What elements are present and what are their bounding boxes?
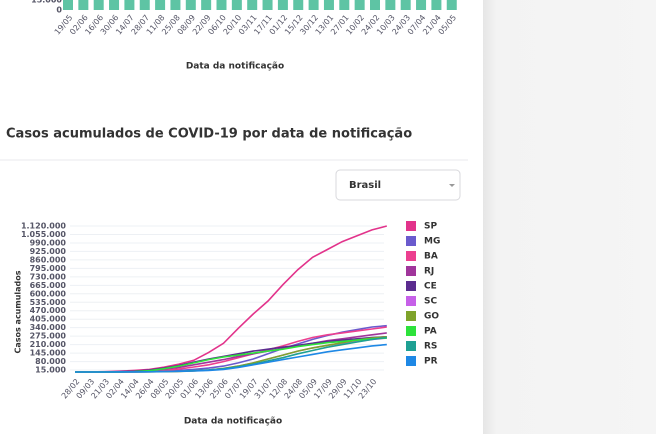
legend-swatch bbox=[406, 236, 416, 246]
y-tick-label: 470.000 bbox=[30, 306, 67, 315]
bar bbox=[201, 0, 212, 10]
bar bbox=[262, 0, 273, 10]
side-panel bbox=[483, 0, 656, 434]
bar bbox=[385, 0, 396, 11]
y-tick-label: 1.055.000 bbox=[21, 230, 66, 239]
bar bbox=[185, 0, 196, 11]
bar bbox=[109, 0, 120, 10]
bar bbox=[400, 0, 411, 10]
bars bbox=[63, 0, 457, 11]
bar bbox=[216, 0, 227, 11]
bar bbox=[247, 0, 258, 10]
y-tick-label: 1.120.000 bbox=[21, 222, 66, 231]
y-axis-label: Casos acumulados bbox=[14, 270, 23, 353]
y-tick-label: 925.000 bbox=[30, 247, 67, 256]
bar bbox=[155, 0, 166, 10]
dropdown-arrow[interactable] bbox=[449, 184, 455, 187]
legend-swatch bbox=[406, 221, 416, 231]
legend-swatch bbox=[406, 311, 416, 321]
bar bbox=[170, 0, 181, 10]
y-tick-label: 990.000 bbox=[30, 238, 67, 247]
bar bbox=[416, 0, 427, 11]
y-tick-label: 535.000 bbox=[30, 298, 67, 307]
bar bbox=[339, 0, 350, 10]
y-tick-label: 860.000 bbox=[30, 255, 67, 264]
legend-label: BA bbox=[424, 252, 438, 262]
x-axis-label: Data da notificação bbox=[184, 417, 282, 427]
bar bbox=[63, 0, 73, 10]
bar bbox=[370, 0, 380, 10]
y-tick-label: 210.000 bbox=[30, 340, 67, 349]
legend-label: SC bbox=[424, 297, 437, 307]
legend-label: PR bbox=[424, 357, 438, 367]
dropdown-value[interactable]: Brasil bbox=[349, 180, 381, 191]
y-tick-label: 405.000 bbox=[30, 315, 67, 324]
bar bbox=[354, 0, 365, 10]
x-axis-label: Data da notificação bbox=[186, 62, 284, 72]
bar bbox=[323, 0, 334, 10]
chart-title: Casos acumulados de COVID-19 por data de… bbox=[6, 127, 412, 142]
y-tick-label: 15.000 bbox=[31, 0, 62, 5]
bar bbox=[139, 0, 150, 10]
legend-swatch bbox=[406, 341, 416, 351]
dropdown[interactable] bbox=[335, 169, 461, 201]
legend-swatch bbox=[406, 281, 416, 291]
legend-label: SP bbox=[424, 222, 437, 232]
legend-swatch bbox=[406, 251, 416, 261]
y-tick-label: 145.000 bbox=[30, 349, 67, 358]
legend-label: MG bbox=[424, 237, 440, 247]
y-tick-label: 665.000 bbox=[30, 281, 67, 290]
bar bbox=[308, 0, 319, 10]
y-tick-label: 730.000 bbox=[30, 272, 67, 281]
bar bbox=[124, 0, 135, 10]
bar bbox=[431, 0, 442, 10]
y-tick-label: 0 bbox=[56, 6, 62, 15]
y-tick-label: 80.000 bbox=[35, 357, 66, 366]
bar bbox=[277, 0, 288, 10]
y-tick-label: 15.000 bbox=[35, 366, 66, 375]
legend-swatch bbox=[406, 296, 416, 306]
bar bbox=[446, 0, 457, 10]
bar bbox=[93, 0, 104, 10]
bar bbox=[78, 0, 89, 10]
y-tick-label: 340.000 bbox=[30, 323, 67, 332]
y-tick-label: 600.000 bbox=[30, 289, 67, 298]
legend-label: PA bbox=[424, 327, 437, 337]
bar bbox=[231, 0, 242, 10]
legend-swatch bbox=[406, 326, 416, 336]
legend-label: RJ bbox=[424, 267, 434, 277]
legend-label: GO bbox=[424, 312, 439, 322]
legend-swatch bbox=[406, 356, 416, 366]
legend-label: RS bbox=[424, 342, 437, 352]
series-line bbox=[75, 343, 387, 373]
bar bbox=[293, 0, 304, 10]
legend-label: CE bbox=[424, 282, 437, 292]
y-tick-label: 795.000 bbox=[30, 264, 67, 273]
legend-swatch bbox=[406, 266, 416, 276]
y-tick-label: 275.000 bbox=[30, 332, 67, 341]
